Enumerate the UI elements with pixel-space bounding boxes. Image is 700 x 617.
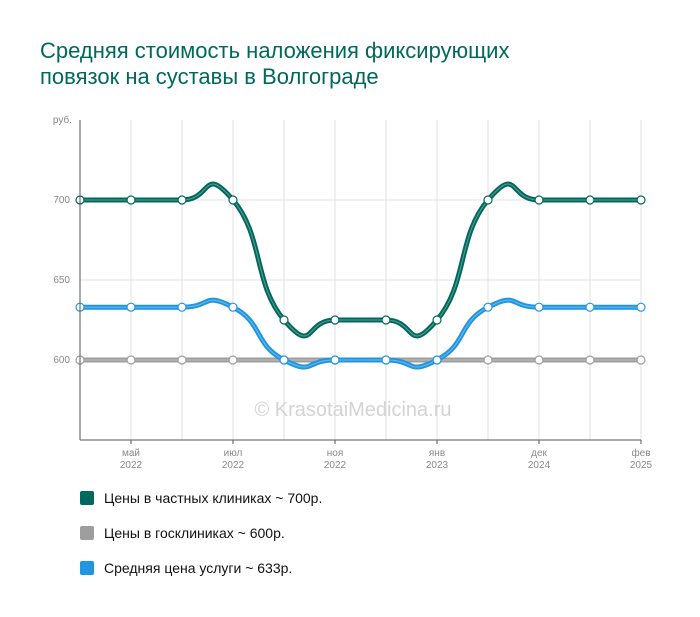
chart-title-line-1: Средняя стоимость наложения фиксирующих xyxy=(40,38,510,63)
y-tick-label: 650 xyxy=(53,275,70,286)
series-layer xyxy=(75,181,646,370)
legend-item-private[interactable]: Цены в частных клиниках ~ 700р. xyxy=(80,488,322,508)
data-point-average xyxy=(585,302,595,312)
data-point-private xyxy=(228,195,238,205)
data-point-public xyxy=(483,355,493,365)
data-point-private xyxy=(432,315,442,325)
chart-title-line-2: повязок на суставы в Волгограде xyxy=(40,64,379,89)
series-line-highlight-private xyxy=(80,183,641,337)
x-tick-label: фев xyxy=(631,447,650,459)
x-tick-year-label: 2022 xyxy=(222,460,245,471)
data-point-private xyxy=(279,315,289,325)
series-line-average xyxy=(77,297,644,370)
x-tick-year-label: 2025 xyxy=(630,460,653,471)
data-point-average xyxy=(228,302,238,312)
x-tick-year-label: 2024 xyxy=(528,460,551,471)
series-line-highlight-average xyxy=(80,299,641,368)
x-tick-year-label: 2023 xyxy=(426,460,449,471)
legend-swatch-public xyxy=(80,526,94,540)
y-tick-label: 700 xyxy=(53,195,70,206)
series-line-private xyxy=(77,181,644,339)
legend-label-private: Цены в частных клиниках ~ 700р. xyxy=(104,490,323,506)
legend-label-public: Цены в госклиниках ~ 600р. xyxy=(104,525,285,541)
axes: 600650700руб.май2022июл2022ноя2022янв202… xyxy=(53,114,653,471)
data-point-private xyxy=(483,195,493,205)
x-tick-year-label: 2022 xyxy=(324,460,347,471)
chart-title: Средняя стоимость наложения фиксирующих … xyxy=(40,38,660,90)
x-tick-label: дек xyxy=(531,448,547,459)
data-point-private xyxy=(381,315,391,325)
line-chart: © KrasotaiMedicina.ru 600650700руб.май20… xyxy=(53,114,653,471)
data-point-public xyxy=(585,355,595,365)
x-tick-label: янв xyxy=(429,448,445,459)
x-tick-label: ноя xyxy=(327,448,344,459)
legend-swatch-average xyxy=(80,561,94,575)
legend-item-public[interactable]: Цены в госклиниках ~ 600р. xyxy=(80,523,322,543)
data-point-public xyxy=(177,355,187,365)
data-point-average xyxy=(177,302,187,312)
y-tick-label: 600 xyxy=(53,355,70,366)
legend: Цены в частных клиниках ~ 700р. Цены в г… xyxy=(80,488,322,593)
data-point-average xyxy=(381,355,391,365)
x-tick-year-label: 2022 xyxy=(120,460,143,471)
data-point-average xyxy=(636,302,646,312)
data-point-private xyxy=(636,195,646,205)
data-point-public xyxy=(636,355,646,365)
grid xyxy=(79,120,642,440)
data-point-average xyxy=(432,355,442,365)
legend-item-average[interactable]: Средняя цена услуги ~ 633р. xyxy=(80,558,322,578)
data-point-private xyxy=(585,195,595,205)
data-point-public xyxy=(126,355,136,365)
data-point-average xyxy=(126,302,136,312)
data-point-average xyxy=(330,355,340,365)
data-point-private xyxy=(177,195,187,205)
data-point-average xyxy=(483,302,493,312)
legend-label-average: Средняя цена услуги ~ 633р. xyxy=(104,560,293,576)
data-point-public xyxy=(534,355,544,365)
data-point-average xyxy=(279,355,289,365)
data-point-average xyxy=(534,302,544,312)
x-tick-label: июл xyxy=(224,448,243,459)
x-tick-label: май xyxy=(122,448,140,459)
data-point-private xyxy=(330,315,340,325)
legend-swatch-private xyxy=(80,491,94,505)
data-point-private xyxy=(534,195,544,205)
data-point-public xyxy=(228,355,238,365)
watermark: © KrasotaiMedicina.ru xyxy=(254,399,451,421)
data-point-private xyxy=(126,195,136,205)
y-axis-unit: руб. xyxy=(53,114,72,126)
